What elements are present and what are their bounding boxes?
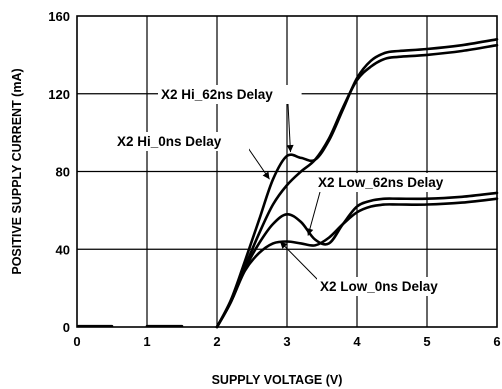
annotation-label: X2 Low_0ns Delay [320,279,438,294]
annotation-background [114,132,249,151]
x-tick-label: 5 [423,334,430,349]
annotation-arrowhead [306,227,314,236]
y-tick-label: 40 [56,242,70,257]
y-axis-label: POSITIVE SUPPLY CURRENT (mA) [10,68,24,274]
series-line-1 [215,43,499,329]
plot-frame [76,15,498,328]
x-tick-label: 1 [143,334,150,349]
x-tick-label: 0 [73,334,80,349]
series-curves [77,38,499,329]
x-tick-labels: 0 1 2 3 4 5 6 [73,334,500,349]
y-tick-label: 80 [56,165,70,180]
annotation-leader [279,241,319,281]
x-tick-label: 6 [493,334,500,349]
series-line-2 [215,191,499,329]
y-tick-labels: 0 40 80 120 160 [48,9,70,335]
annotation-label: X2 Low_62ns Delay [318,175,444,190]
annotation-background [158,85,302,104]
x-tick-label: 3 [283,334,290,349]
annotations: X2 Hi_62ns Delay X2 Hi_0ns Delay X2 Low_62… [114,85,468,296]
annotation-arrowhead [280,241,288,249]
annotation-arrowhead [262,171,270,180]
series-line-3 [215,197,499,329]
y-tick-label: 120 [48,87,70,102]
x-axis-label: SUPPLY VOLTAGE (V) [212,373,343,387]
annotation-background [317,277,461,296]
x-tick-label: 2 [213,334,220,349]
annotation-label: X2 Hi_0ns Delay [117,134,222,149]
annotation-label: X2 Hi_62ns Delay [161,87,273,102]
y-tick-label: 0 [63,320,70,335]
annotation-background [315,173,468,192]
annotation-leader [287,103,291,153]
y-tick-label: 160 [48,9,70,24]
annotation-leader [307,191,321,236]
annotation-arrowhead [286,144,294,153]
x-tick-label: 4 [353,334,361,349]
